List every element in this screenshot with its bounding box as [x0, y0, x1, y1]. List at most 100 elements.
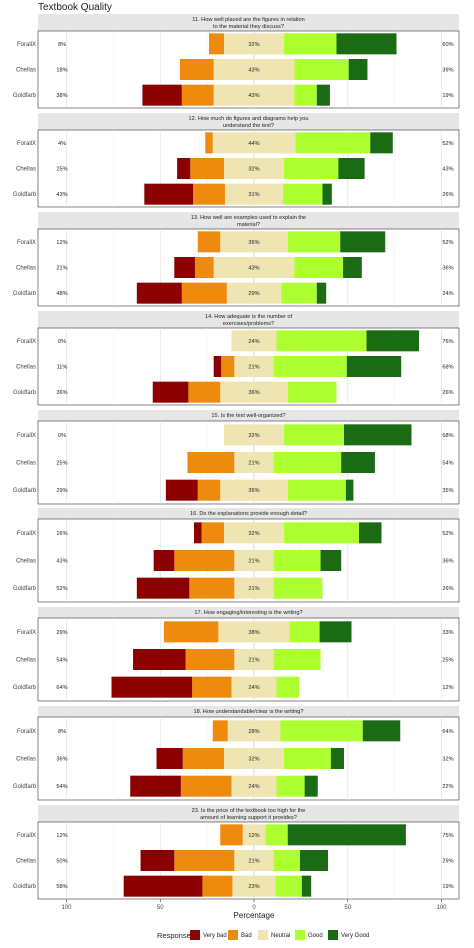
bar-bad [197, 231, 221, 253]
bar-very-good [341, 452, 375, 473]
legend-swatch [258, 930, 268, 940]
row-label: Goldfarb [13, 192, 37, 198]
bar-very-good [370, 132, 393, 154]
bar-good [276, 330, 367, 352]
neutral-percent: 43% [248, 93, 259, 99]
bar-good [273, 577, 323, 599]
left-percent: 36% [56, 757, 67, 763]
panel-8: 18. How understandable/clear is the writ… [13, 706, 460, 801]
bar-bad [192, 676, 232, 698]
legend-label: Very Good [341, 933, 369, 939]
left-percent: 43% [56, 192, 67, 198]
neutral-percent: 38% [248, 630, 259, 636]
row-label: Goldfarb [13, 93, 37, 99]
bar-very-bad [194, 522, 202, 544]
bar-bad [180, 775, 232, 797]
bar-neutral [234, 452, 274, 473]
right-percent: 39% [442, 68, 453, 74]
neutral-percent: 44% [248, 141, 259, 147]
bar-neutral [224, 748, 284, 769]
bar-bad [189, 577, 235, 599]
neutral-percent: 32% [248, 531, 259, 537]
right-percent: 35% [442, 488, 453, 494]
row-label: Chellas [16, 757, 36, 763]
row-label: Goldfarb [13, 784, 37, 790]
right-percent: 54% [442, 461, 453, 467]
panel-7: 17. How engaging/interesting is the writ… [13, 607, 460, 702]
panel-5: 15. Is the text well-organized? ForallX 0%… [13, 410, 460, 505]
right-percent: 33% [442, 630, 453, 636]
neutral-percent: 28% [248, 729, 259, 735]
left-percent: 54% [56, 658, 67, 664]
bar-good [287, 381, 337, 403]
bar-bad [193, 183, 225, 205]
neutral-percent: 12% [248, 833, 259, 839]
panel-title: understand the text? [223, 123, 274, 129]
bar-neutral [234, 356, 274, 377]
neutral-percent: 21% [248, 586, 259, 592]
left-percent: 25% [56, 167, 67, 173]
bar-neutral [234, 649, 274, 670]
panel-title: 17. How engaging/interesting is the writ… [194, 610, 302, 616]
bar-neutral [213, 84, 295, 106]
left-percent: 54% [56, 784, 67, 790]
neutral-percent: 29% [248, 291, 259, 297]
row-label: ForallX [17, 339, 36, 345]
left-percent: 50% [56, 859, 67, 865]
neutral-percent: 36% [248, 390, 259, 396]
bar-very-good [287, 824, 406, 846]
neutral-percent: 31% [248, 192, 259, 198]
bar-neutral [234, 550, 274, 571]
panel-strip [38, 805, 459, 822]
left-percent: 58% [56, 884, 67, 890]
bar-very-good [299, 850, 329, 871]
bar-good [265, 824, 288, 846]
neutral-percent: 21% [248, 365, 259, 371]
bar-very-good [304, 775, 318, 797]
panel-title: 14. How adequate is the number of [205, 314, 293, 320]
legend-swatch [190, 930, 200, 940]
neutral-percent: 36% [248, 488, 259, 494]
bar-very-bad [140, 850, 175, 871]
row-label: Chellas [16, 658, 36, 664]
x-tick-label: 50 [344, 905, 351, 911]
row-label: ForallX [17, 729, 36, 735]
x-tick-label: 100 [61, 905, 72, 911]
row-label: ForallX [17, 433, 36, 439]
bar-very-good [362, 720, 401, 742]
left-percent: 16% [56, 531, 67, 537]
left-percent: 48% [56, 291, 67, 297]
legend-swatch [228, 930, 238, 940]
bar-good [273, 452, 342, 473]
bar-very-bad [152, 381, 189, 403]
bar-bad [181, 282, 227, 304]
bar-bad [194, 257, 214, 278]
bar-very-good [346, 356, 402, 377]
right-percent: 19% [442, 884, 453, 890]
right-percent: 76% [442, 339, 453, 345]
panel-1: 11. How well placed are the figures in r… [13, 14, 460, 109]
bar-good [273, 850, 300, 871]
neutral-percent: 32% [248, 433, 259, 439]
bar-neutral [224, 522, 284, 544]
panel-title: material? [237, 222, 260, 228]
bar-good [294, 59, 349, 80]
left-percent: 21% [56, 266, 67, 272]
bar-good [275, 875, 302, 897]
panel-title: to the material they discuss? [213, 24, 284, 30]
left-percent: 43% [56, 559, 67, 565]
bar-very-good [336, 33, 397, 55]
bar-bad [197, 479, 221, 501]
row-label: ForallX [17, 42, 36, 48]
row-label: Goldfarb [13, 586, 37, 592]
legend-swatch [295, 930, 305, 940]
row-label: Goldfarb [13, 390, 37, 396]
bar-very-bad [213, 356, 222, 377]
left-percent: 29% [56, 488, 67, 494]
left-percent: 4% [58, 141, 66, 147]
panel-title: 16. Do the explanations provide enough d… [190, 511, 307, 517]
left-percent: 36% [56, 390, 67, 396]
row-label: ForallX [17, 240, 36, 246]
row-label: ForallX [17, 630, 36, 636]
neutral-percent: 21% [248, 461, 259, 467]
